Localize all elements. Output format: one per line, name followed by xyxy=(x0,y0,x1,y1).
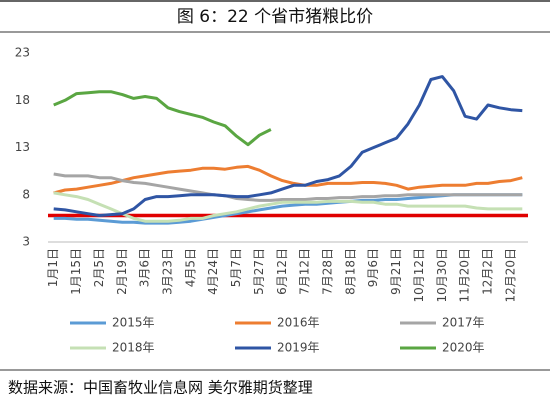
x-tick-label: 3月23日 xyxy=(161,248,175,295)
x-tick-label: 10月12日 xyxy=(412,248,426,303)
x-tick-label: 9月6日 xyxy=(366,248,380,287)
x-tick-label: 10月30日 xyxy=(435,248,449,303)
x-tick-label: 7月12日 xyxy=(298,248,312,295)
x-tick-label: 12月20日 xyxy=(503,248,517,303)
series-line xyxy=(53,164,523,195)
x-tick-label: 6月12日 xyxy=(275,248,289,295)
series-line xyxy=(53,172,523,202)
y-tick-label: 23 xyxy=(15,46,30,60)
x-tick-label: 12月2日 xyxy=(481,248,495,295)
x-tick-label: 9月21日 xyxy=(389,248,403,295)
x-tick-label: 11月20日 xyxy=(458,248,472,303)
y-tick-label: 18 xyxy=(15,93,30,107)
x-tick-label: 4月5日 xyxy=(183,248,197,287)
y-tick-label: 13 xyxy=(15,140,30,154)
x-tick-label: 1月15日 xyxy=(69,248,83,295)
x-tick-label: 4月24日 xyxy=(206,248,220,295)
x-tick-label: 8月18日 xyxy=(343,248,357,295)
x-tick-label: 5月7日 xyxy=(229,248,243,287)
y-tick-label: 8 xyxy=(22,187,30,201)
series-line xyxy=(53,90,272,147)
series-line xyxy=(53,75,523,217)
legend-label: 2020年 xyxy=(442,341,485,355)
x-tick-label: 2月19日 xyxy=(115,248,129,295)
source: 数据来源：中国畜牧业信息网 美尔雅期货整理 xyxy=(8,379,313,397)
y-tick-label: 3 xyxy=(22,235,30,249)
chart-title: 图 6：22 个省市猪粮比价 xyxy=(177,7,373,27)
x-tick-label: 2月5日 xyxy=(92,248,106,287)
legend-label: 2017年 xyxy=(442,316,485,330)
series-line xyxy=(53,191,523,223)
x-tick-label: 5月27日 xyxy=(252,248,266,295)
legend-label: 2019年 xyxy=(277,341,320,355)
legend-label: 2018年 xyxy=(112,341,155,355)
legend-label: 2015年 xyxy=(112,316,155,330)
legend-label: 2016年 xyxy=(277,316,320,330)
x-tick-label: 7月28日 xyxy=(321,248,335,295)
x-tick-label: 1月1日 xyxy=(46,248,60,287)
x-tick-label: 3月6日 xyxy=(138,248,152,287)
